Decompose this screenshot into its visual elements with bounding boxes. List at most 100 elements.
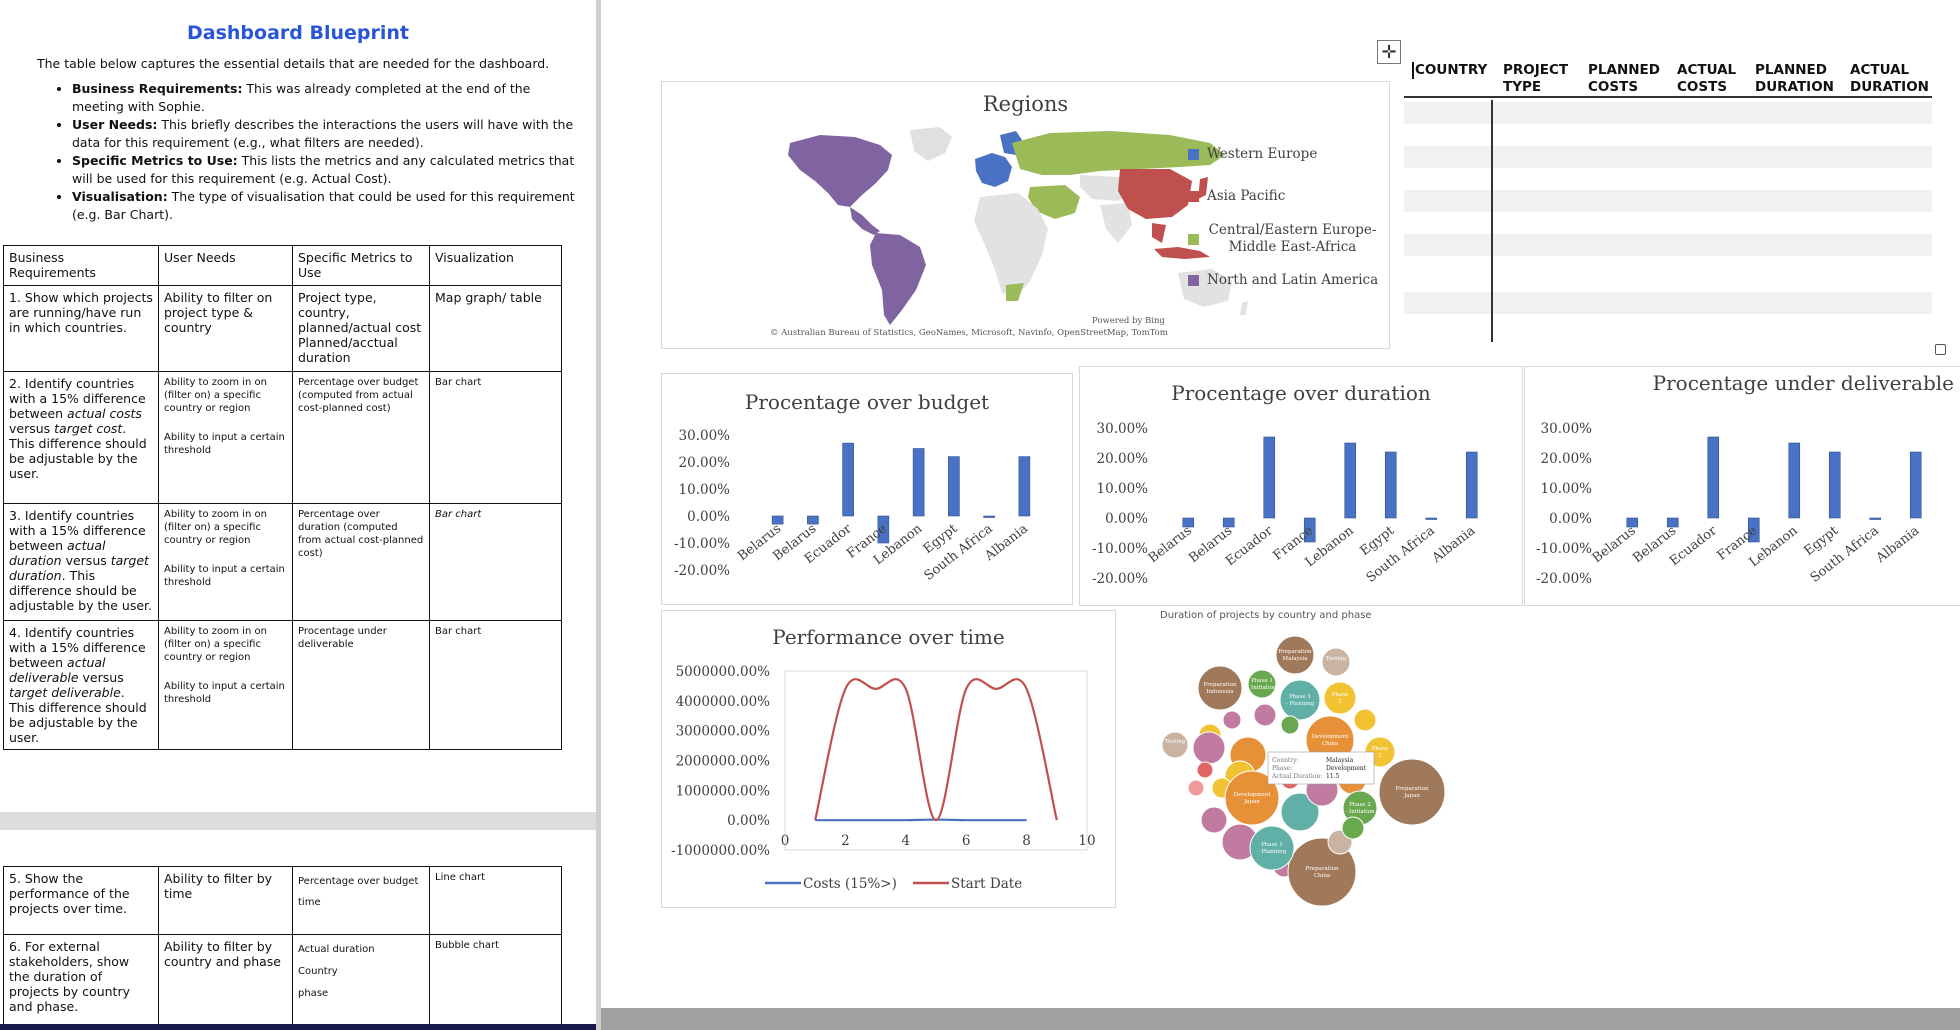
col-actual-costs[interactable]: ACTUAL COSTS — [1677, 62, 1737, 95]
bubble — [1222, 710, 1242, 730]
x-tick-label: Albania — [1429, 523, 1479, 566]
bubble-label: Phase — [1332, 692, 1349, 698]
bubble-label: China — [1314, 873, 1331, 879]
bubble — [1192, 731, 1226, 765]
window-divider[interactable] — [596, 0, 601, 1030]
bubble-label: Preparation — [1305, 866, 1339, 872]
cell-visualization: Bar chart — [429, 620, 562, 750]
chart-over-budget[interactable]: Procentage over budget — [661, 373, 1073, 605]
y-tick-label: 2000000.00% — [676, 754, 771, 770]
y-tick-label: -20.00% — [1536, 571, 1592, 587]
cell-requirement: 3. Identify countries with a 15% differe… — [3, 503, 159, 621]
bar-chart-2: -20.00% -10.00% 0.00% 10.00% 20.00% 30.00% Bel… — [1536, 421, 1922, 587]
bubble-chart-title: Duration of projects by country and phas… — [1160, 610, 1372, 621]
line-chart: -1000000.00% 0.00% 1000000.00% 2000000.00% 3… — [671, 664, 1096, 892]
bullet-business-requirements: Business Requirements: This was already … — [72, 80, 582, 116]
cell-requirement: 1. Show which projects are running/have … — [3, 285, 159, 372]
bubble — [1321, 647, 1351, 677]
y-tick-label: 0.00% — [1549, 511, 1592, 527]
cell-visualization: Bar chart — [429, 371, 562, 504]
y-tick-label: 10.00% — [1097, 481, 1149, 497]
cell-metrics: Project type, country, planned/actual co… — [292, 285, 430, 372]
y-tick-label: 10.00% — [679, 482, 731, 498]
bubble-label: - Planning — [1286, 701, 1315, 707]
bubble — [1341, 816, 1365, 840]
doc-intro: The table below captures the essential d… — [37, 56, 550, 71]
y-tick-label: -1000000.00% — [671, 843, 770, 859]
bubble — [1249, 825, 1295, 871]
swatch-icon — [1188, 191, 1199, 202]
cell-user-needs: Ability to zoom in on (filter on) a spec… — [158, 371, 293, 504]
cell-user-needs: Ability to filter by time — [158, 866, 293, 935]
y-tick-label: 3000000.00% — [676, 724, 771, 740]
table-row: 2. Identify countries with a 15% differe… — [3, 371, 562, 504]
legend-western-europe[interactable]: Western Europe — [1188, 146, 1317, 162]
bubble-label: China — [1322, 741, 1339, 747]
bar — [1869, 517, 1882, 520]
y-tick-label: -20.00% — [674, 563, 730, 579]
chart-title: Procentage over duration — [1171, 381, 1431, 405]
cell-visualization: Bar chart — [429, 503, 562, 621]
cell-metrics: Percentage over budget time — [292, 866, 430, 935]
table-row[interactable] — [1404, 102, 1932, 124]
doc-title: Dashboard Blueprint — [187, 22, 409, 44]
header-visualization: Visualization — [429, 245, 562, 286]
bubble — [1323, 681, 1357, 715]
bar — [1303, 517, 1316, 543]
x-tick-label: 2 — [841, 833, 850, 849]
bar — [1222, 517, 1235, 528]
doc-bullet-list: Business Requirements: This was already … — [52, 80, 582, 224]
sheet-bottom-bar — [601, 1008, 1960, 1030]
bubble-label: Phase — [1372, 746, 1389, 752]
chart-under-deliverable[interactable]: Procentage under deliverable — [1524, 366, 1960, 606]
col-country[interactable]: COUNTRY — [1412, 62, 1487, 79]
bar — [877, 515, 890, 544]
col-project-type[interactable]: PROJECT TYPE — [1503, 62, 1569, 95]
chart-performance-over-time[interactable]: Performance over time — [661, 610, 1116, 908]
bubble-label: Testing — [1165, 739, 1186, 745]
bubble — [1280, 715, 1300, 735]
x-tick-label: 4 — [902, 833, 911, 849]
bubble-label: Phase 1 — [1251, 678, 1273, 684]
y-tick-label: 10.00% — [1541, 481, 1593, 497]
bar-chart-1: -20.00% -10.00% 0.00% 10.00% 20.00% 30.00% Bel… — [1092, 421, 1478, 587]
legend-asia-pacific[interactable]: Asia Pacific — [1188, 188, 1285, 204]
swatch-icon — [1188, 275, 1199, 286]
page-gap — [0, 812, 596, 830]
bubble-label: Phase 2 — [1349, 802, 1371, 808]
header-user-needs: User Needs — [158, 245, 293, 286]
chart-over-duration[interactable]: Procentage over duration — [1079, 366, 1523, 606]
bar — [1828, 451, 1841, 519]
bar — [1666, 517, 1679, 528]
table-row[interactable] — [1404, 146, 1932, 168]
bubble — [1247, 669, 1277, 699]
table-row[interactable] — [1404, 292, 1932, 314]
bar — [1707, 436, 1720, 519]
cell-metrics: Actual duration Country phase — [292, 934, 430, 1025]
cell-user-needs: Ability to zoom in on (filter on) a spec… — [158, 503, 293, 621]
legend-label: Start Date — [951, 876, 1022, 892]
table-column-rule — [1491, 100, 1493, 342]
blueprint-table: Business Requirements User Needs Specifi… — [3, 245, 562, 750]
cell-metrics: Percentage over budget (computed from ac… — [292, 371, 430, 504]
legend-north-latin-america[interactable]: North and Latin America — [1188, 272, 1378, 288]
col-planned-costs[interactable]: PLANNED COSTS — [1588, 62, 1660, 95]
y-tick-label: 30.00% — [679, 428, 731, 444]
bar — [1384, 451, 1397, 519]
col-planned-duration[interactable]: PLANNED DURATION — [1755, 62, 1834, 95]
tooltip-value: Malaysia — [1326, 757, 1354, 764]
table-row[interactable] — [1404, 190, 1932, 212]
y-tick-label: 0.00% — [687, 509, 730, 525]
col-actual-duration[interactable]: ACTUAL DURATION — [1850, 62, 1929, 95]
move-icon[interactable]: ✛ — [1377, 40, 1401, 64]
bubble-label: Preparation — [1278, 649, 1312, 655]
y-tick-label: 4000000.00% — [676, 694, 771, 710]
resize-handle-icon[interactable] — [1935, 344, 1946, 355]
legend-ceema[interactable]: Central/Eastern Europe-Middle East-Afric… — [1188, 222, 1378, 256]
y-tick-label: 1000000.00% — [676, 783, 771, 799]
x-tick-label: 6 — [962, 833, 971, 849]
bubble — [1287, 837, 1357, 907]
tooltip-value: 11.5 — [1326, 773, 1340, 780]
table-row[interactable] — [1404, 234, 1932, 256]
